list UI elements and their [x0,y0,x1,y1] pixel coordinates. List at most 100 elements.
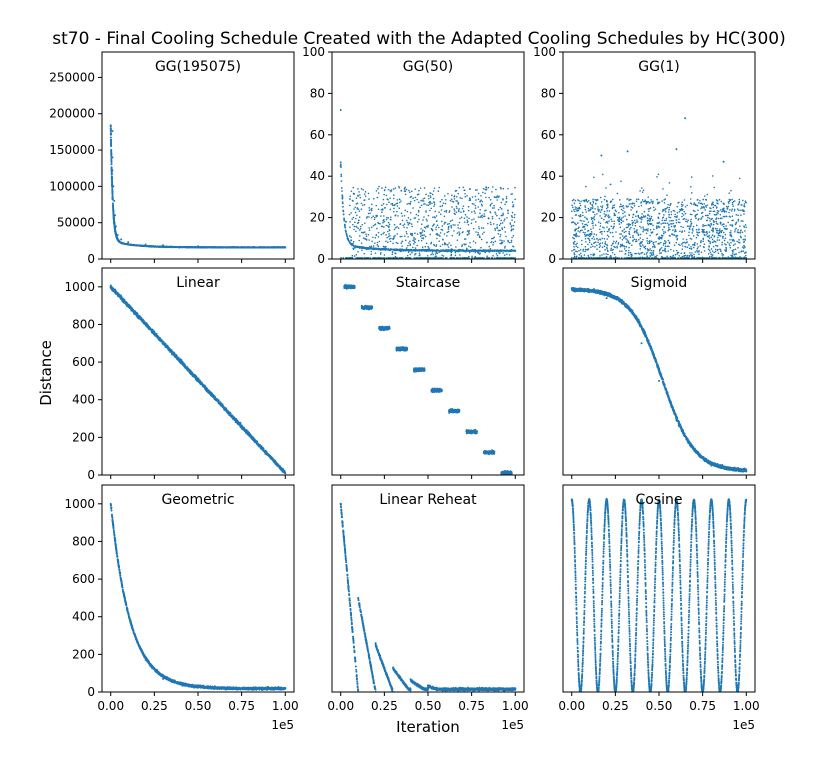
data-point [734,248,737,251]
data-point [110,148,113,151]
data-point [357,227,359,230]
data-point [713,251,715,254]
data-point [279,246,282,249]
data-point [612,227,614,230]
data-point [631,203,634,205]
data-point [394,187,397,189]
data-point [418,249,421,252]
data-point [417,210,420,213]
data-point [264,246,267,249]
data-point [606,226,608,228]
data-point [342,210,345,213]
data-point [681,242,684,244]
data-point [409,200,412,203]
data-point [413,240,416,242]
data-point [726,207,729,209]
data-point [721,254,724,256]
data-point [596,199,599,201]
data-point [368,227,370,229]
data-point [693,244,696,247]
data-point [738,251,740,254]
data-point [445,211,448,213]
data-point [584,245,587,248]
data-point [600,209,603,211]
data-point [401,235,403,238]
data-point [476,251,479,254]
data-point [483,231,485,234]
data-point [505,201,508,203]
data-point [392,188,395,190]
data-point [594,202,597,205]
data-point [510,229,513,232]
data-point [110,163,113,166]
data-point [673,225,675,227]
data-point [344,225,346,227]
data-point [478,253,481,255]
data-point [370,216,373,219]
data-point [414,252,417,255]
data-point [625,226,628,229]
data-point [599,250,601,253]
data-point [144,244,147,247]
data-point [696,251,699,253]
data-point [417,214,420,217]
data-point [431,202,433,205]
data-point [639,237,642,239]
data-point [383,189,386,192]
data-point [383,254,386,256]
data-point [487,186,490,189]
data-point [584,235,587,237]
data-point [673,244,676,246]
data-point [631,219,633,222]
data-point [389,240,392,243]
data-point [117,239,120,242]
data-point [617,220,620,223]
data-point [700,240,702,242]
data-point [716,231,718,234]
data-point [718,198,721,201]
data-point [381,248,384,250]
data-point [456,232,459,234]
data-point [587,221,590,223]
data-point [480,194,482,197]
data-point [475,199,477,201]
data-point [629,251,632,254]
data-point [474,195,477,198]
data-point [621,235,624,237]
data-point [627,251,630,254]
data-point [457,257,460,259]
data-point [643,210,646,213]
data-point [681,212,684,215]
data-point [677,257,679,259]
data-point [449,257,452,259]
data-point [471,196,474,198]
data-point [450,226,453,229]
data-point [632,240,634,242]
data-point [210,246,213,249]
data-point [394,257,397,259]
data-point [368,198,370,200]
data-point [626,257,628,259]
data-point [627,257,630,259]
data-point [590,228,592,231]
data-point [641,216,644,219]
data-point [425,249,427,252]
data-point [438,257,441,259]
data-point [167,245,170,248]
data-point [470,222,473,225]
data-point [420,223,423,225]
data-point [737,214,739,217]
data-point [641,244,644,246]
data-point [590,253,592,256]
data-point [681,257,683,259]
data-point [407,217,410,219]
data-point [611,207,614,210]
data-point [399,222,402,225]
data-point [455,211,458,214]
data-point [410,223,413,225]
data-point [667,211,670,213]
data-point [694,241,696,244]
data-point [586,218,589,221]
data-point [393,204,396,207]
data-point [109,132,112,135]
